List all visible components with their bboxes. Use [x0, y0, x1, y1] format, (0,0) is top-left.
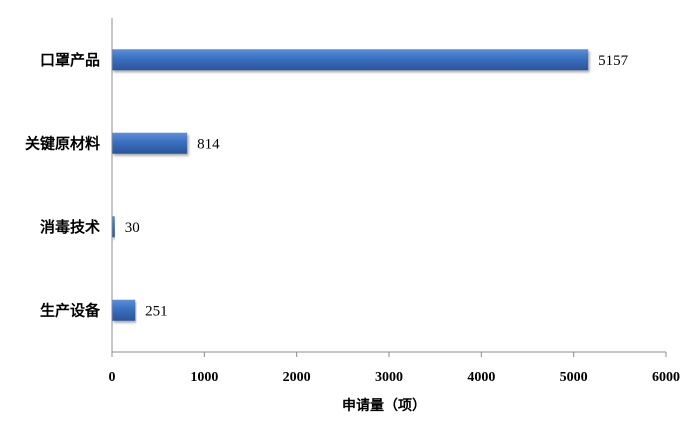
bar-0 [112, 49, 589, 71]
x-axis-ticks: 0 1000 2000 3000 4000 5000 6000 [109, 352, 680, 385]
x-tick-label-1: 1000 [190, 370, 218, 385]
data-label-1: 814 [197, 136, 220, 152]
bar-2 [112, 216, 115, 238]
bars-group [112, 49, 589, 321]
x-tick-label-6: 6000 [652, 370, 680, 385]
data-label-0: 5157 [598, 53, 629, 69]
x-tick-label-4: 4000 [467, 370, 495, 385]
data-label-3: 251 [145, 303, 168, 319]
x-axis-title: 申请量（项） [342, 397, 426, 414]
data-label-2: 30 [125, 220, 140, 236]
x-tick-label-2: 2000 [283, 370, 311, 385]
x-tick-label-3: 3000 [375, 370, 403, 385]
category-label-0: 口罩产品 [40, 51, 100, 69]
x-tick-label-0: 0 [109, 370, 116, 385]
x-tick-label-5: 5000 [560, 370, 588, 385]
bar-3 [112, 299, 136, 321]
data-labels: 5157 814 30 251 [125, 53, 629, 320]
category-label-1: 关键原材料 [25, 134, 100, 152]
bar-1 [112, 132, 188, 154]
category-label-3: 生产设备 [40, 301, 101, 319]
category-label-2: 消毒技术 [40, 218, 100, 236]
